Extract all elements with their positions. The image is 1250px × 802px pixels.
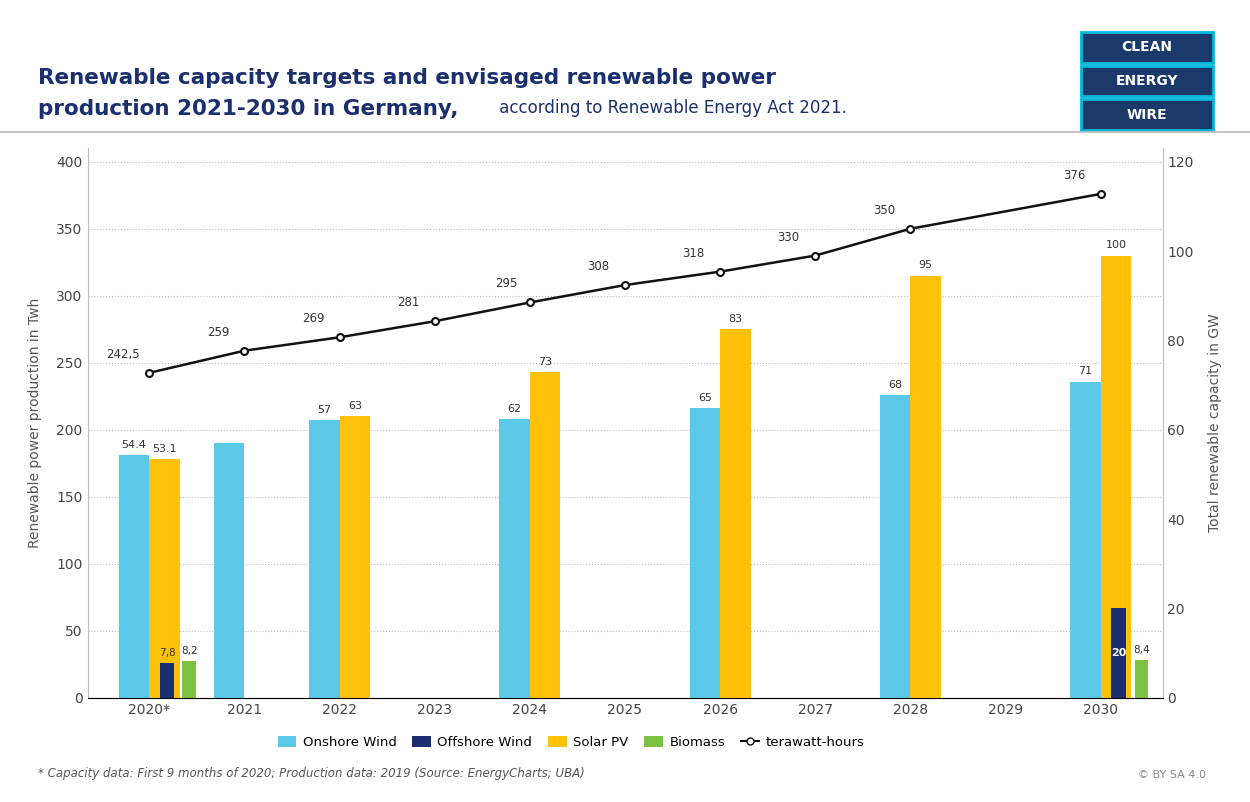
Bar <box>690 408 720 698</box>
Bar <box>119 456 149 698</box>
Text: * Capacity data: First 9 months of 2020; Production data: 2019 (Source: EnergyCh: * Capacity data: First 9 months of 2020;… <box>38 767 584 780</box>
Bar <box>880 395 910 698</box>
Bar <box>720 330 750 698</box>
Text: ENERGY: ENERGY <box>1115 74 1179 88</box>
Bar <box>910 276 941 698</box>
Y-axis label: Total renewable capacity in GW: Total renewable capacity in GW <box>1208 314 1221 533</box>
Text: 259: 259 <box>206 326 229 338</box>
Text: 63: 63 <box>348 401 361 411</box>
Y-axis label: Renewable power production in Twh: Renewable power production in Twh <box>29 298 42 549</box>
Text: 65: 65 <box>698 393 712 403</box>
Text: 376: 376 <box>1062 169 1085 182</box>
Bar <box>1111 608 1126 698</box>
Text: production 2021-2030 in Germany,: production 2021-2030 in Germany, <box>38 99 457 119</box>
Text: 308: 308 <box>588 260 610 273</box>
Bar <box>340 416 370 698</box>
Text: 62: 62 <box>508 403 521 414</box>
Text: 100: 100 <box>1105 241 1126 250</box>
Bar <box>530 372 560 698</box>
Text: 20: 20 <box>1111 648 1126 658</box>
Text: 57: 57 <box>318 405 331 415</box>
Legend: Onshore Wind, Offshore Wind, Solar PV, Biomass, terawatt-hours: Onshore Wind, Offshore Wind, Solar PV, B… <box>272 731 870 755</box>
Bar <box>1101 256 1131 698</box>
Bar <box>160 663 174 698</box>
Text: 295: 295 <box>495 277 518 290</box>
Bar <box>500 419 530 698</box>
Text: 83: 83 <box>729 314 742 324</box>
Text: 350: 350 <box>872 204 895 217</box>
Bar <box>1135 660 1149 698</box>
Text: 95: 95 <box>919 261 932 270</box>
Text: Renewable capacity targets and envisaged renewable power: Renewable capacity targets and envisaged… <box>38 68 775 88</box>
Text: 73: 73 <box>538 357 552 367</box>
Text: 318: 318 <box>682 246 705 260</box>
Bar <box>149 460 180 698</box>
Text: 71: 71 <box>1079 367 1092 376</box>
Text: CLEAN: CLEAN <box>1121 40 1172 55</box>
Text: 8,4: 8,4 <box>1134 645 1150 655</box>
Text: 8,2: 8,2 <box>181 646 198 656</box>
Bar <box>1070 382 1101 698</box>
Text: 269: 269 <box>301 312 324 326</box>
Text: 281: 281 <box>398 296 419 309</box>
Bar <box>182 661 196 698</box>
Text: 7,8: 7,8 <box>159 647 175 658</box>
Text: 53.1: 53.1 <box>152 444 176 454</box>
Text: © BY SA 4.0: © BY SA 4.0 <box>1138 770 1205 780</box>
Text: 242,5: 242,5 <box>106 348 140 361</box>
Bar <box>309 420 340 698</box>
Text: 54.4: 54.4 <box>121 439 146 450</box>
Text: 330: 330 <box>778 230 800 244</box>
Bar <box>214 444 245 698</box>
Text: according to Renewable Energy Act 2021.: according to Renewable Energy Act 2021. <box>494 99 846 116</box>
Text: 68: 68 <box>888 379 902 390</box>
Text: WIRE: WIRE <box>1126 107 1168 122</box>
